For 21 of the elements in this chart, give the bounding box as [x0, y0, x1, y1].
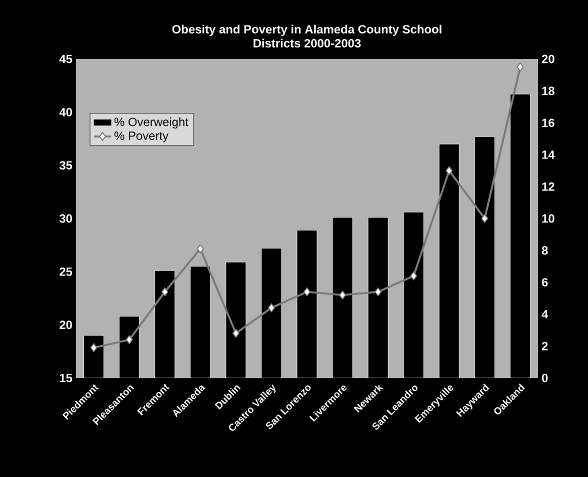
y2-tick-label: 14 [542, 150, 555, 159]
y-tick-label: 30 [59, 214, 72, 223]
y2-tick-label: 2 [542, 342, 548, 350]
y2-tick-label: 6 [542, 278, 548, 287]
y-tick-label: 20 [60, 320, 72, 330]
y2-tick-label: 8 [542, 246, 548, 255]
y-tick-label: 35 [59, 161, 72, 170]
chart-title: Obesity and Poverty in Alameda County School Districts 2000-2003 [172, 24, 442, 48]
legend-label: % Overweight [114, 117, 188, 129]
y-tick-label: 25 [60, 267, 72, 276]
y-tick-label: 45 [59, 54, 72, 64]
y-tick-label: 40 [59, 108, 72, 116]
y2-tick-label: 16 [542, 118, 554, 128]
y2-tick-label: 10 [542, 214, 554, 223]
y2-tick-label: 12 [542, 182, 554, 191]
y2-tick-label: 18 [542, 86, 554, 96]
y-tick-label: 15 [60, 374, 72, 382]
y2-tick-label: 0 [542, 374, 548, 382]
legend-label: % Poverty [114, 132, 168, 142]
y2-tick-label: 20 [542, 54, 554, 64]
y2-tick-label: 4 [542, 310, 548, 318]
